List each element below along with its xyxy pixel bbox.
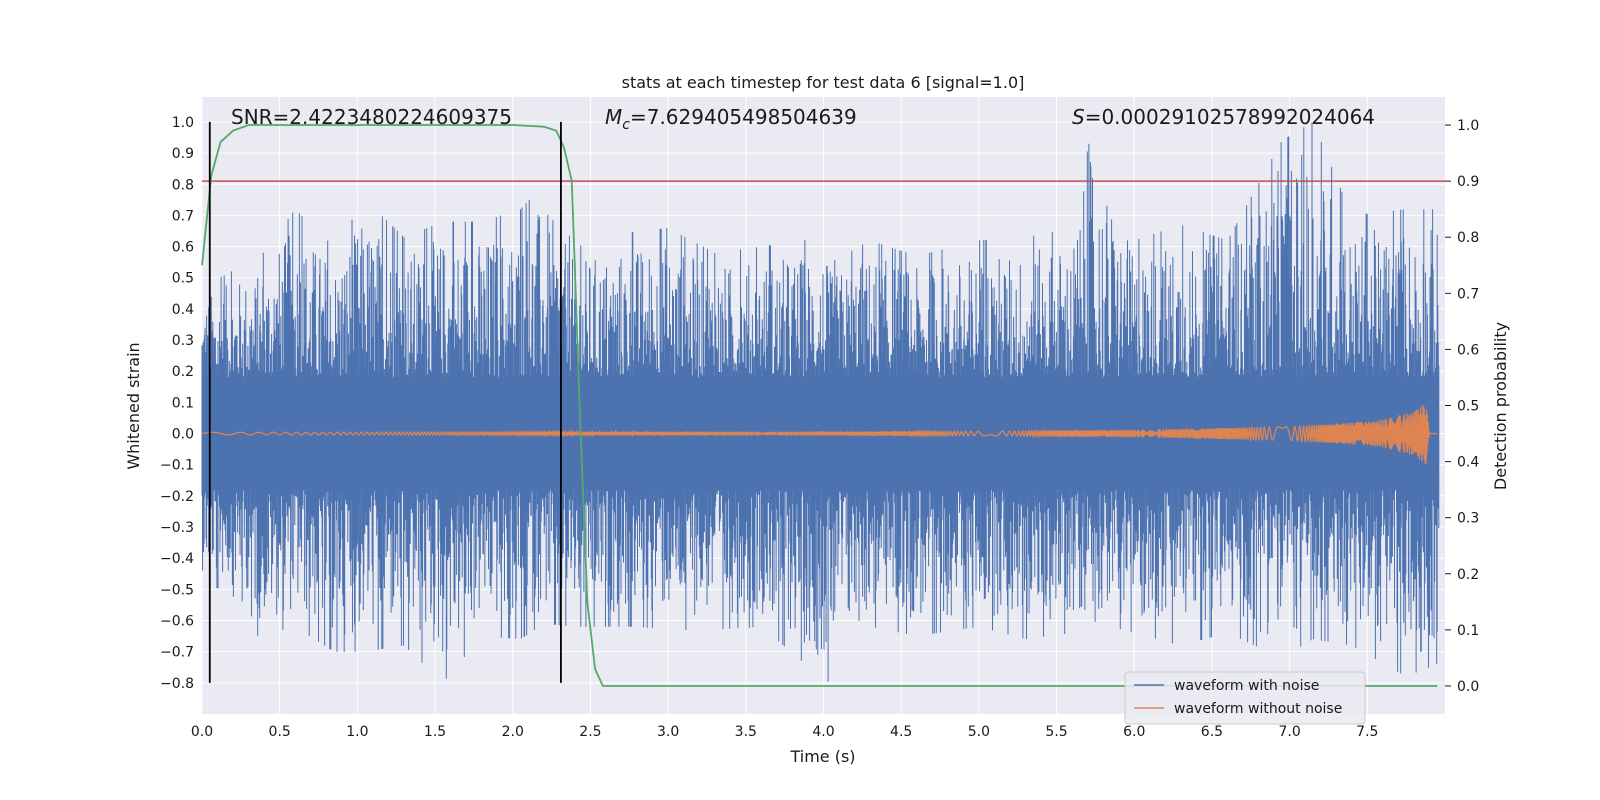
y-tick-label: 1.0	[172, 115, 194, 131]
x-tick-label: 7.0	[1278, 724, 1300, 740]
y-right-tick-label: 0.2	[1457, 567, 1479, 583]
legend-box	[1124, 671, 1366, 725]
chirp-mass-symbol: M	[605, 105, 622, 129]
legend-label-noise: waveform with noise	[1174, 678, 1319, 694]
y-right-tick-label: 0.0	[1457, 679, 1479, 695]
y-tick-label: 0.9	[172, 146, 194, 162]
y-tick-label: 0.7	[172, 208, 194, 224]
y-right-tick-label: 0.7	[1457, 286, 1479, 302]
x-tick-label: 3.5	[735, 724, 757, 740]
y-tick-label: 0.0	[172, 427, 194, 443]
y-tick-label: 0.4	[172, 302, 194, 318]
y-tick-label: 0.3	[172, 333, 194, 349]
y-right-axis-label: Detection probability	[1491, 322, 1510, 490]
y-tick-label: −0.5	[160, 582, 194, 598]
x-tick-label: 2.0	[502, 724, 524, 740]
x-tick-label: 0.5	[269, 724, 291, 740]
y-right-axis-ticks: 0.0 0.1 0.2 0.3 0.4 0.5 0.6 0.7 0.8 0.9 1.0	[1445, 118, 1479, 695]
y-tick-label: −0.1	[160, 458, 194, 474]
chirp-mass-value: =7.629405498504639	[630, 105, 857, 129]
x-tick-label: 6.0	[1123, 724, 1145, 740]
chirp-mass-subscript: c	[622, 117, 630, 133]
y-right-tick-label: 0.3	[1457, 511, 1479, 527]
y-right-tick-label: 0.6	[1457, 342, 1479, 358]
x-tick-label: 2.5	[579, 724, 601, 740]
x-tick-label: 4.0	[812, 724, 834, 740]
s-value: =0.00029102578992024064	[1085, 105, 1375, 129]
x-tick-label: 7.5	[1356, 724, 1378, 740]
y-tick-label: 0.5	[172, 271, 194, 287]
y-tick-label: −0.8	[160, 676, 194, 692]
x-tick-label: 5.0	[968, 724, 990, 740]
y-axis-label: Whitened strain	[124, 342, 143, 469]
x-tick-label: 0.0	[191, 724, 213, 740]
y-right-tick-label: 0.1	[1457, 623, 1479, 639]
y-axis-ticks: −0.8 −0.7 −0.6 −0.5 −0.4 −0.3 −0.2 −0.1 0.0 0.1 0.…	[160, 115, 194, 692]
x-tick-label: 1.0	[346, 724, 368, 740]
y-tick-label: −0.4	[160, 551, 194, 567]
vertical-markers	[208, 121, 562, 683]
y-right-tick-label: 0.5	[1457, 399, 1479, 415]
y-tick-label: 0.2	[172, 364, 194, 380]
y-tick-label: −0.2	[160, 489, 194, 505]
y-right-tick-label: 0.9	[1457, 174, 1479, 190]
y-right-tick-label: 0.8	[1457, 230, 1479, 246]
y-tick-label: −0.3	[160, 520, 194, 536]
series-detection-probability	[201, 124, 1438, 687]
probability-trace	[201, 124, 1438, 687]
y-tick-label: −0.6	[160, 614, 194, 630]
chart-title: stats at each timestep for test data 6 […	[622, 73, 1025, 92]
series-waveform-without-noise	[201, 405, 1438, 464]
x-axis-ticks: 0.0 0.5 1.0 1.5 2.0 2.5 3.0 3.5 4.0 4.5 5.0 5.5 6.0 6…	[191, 724, 1379, 740]
legend-label-clean: waveform without noise	[1174, 701, 1342, 717]
y-tick-label: −0.7	[160, 645, 194, 661]
y-tick-label: 0.6	[172, 240, 194, 256]
x-tick-label: 4.5	[890, 724, 912, 740]
chirp-mass-annotation: Mc=7.629405498504639	[605, 105, 857, 133]
y-tick-label: 0.1	[172, 395, 194, 411]
snr-annotation: SNR=2.4223480224609375	[231, 105, 512, 129]
x-tick-label: 5.5	[1045, 724, 1067, 740]
s-symbol: S	[1072, 105, 1085, 129]
s-annotation: S=0.00029102578992024064	[1072, 105, 1375, 129]
x-axis-label: Time (s)	[789, 747, 855, 766]
clean-trace	[201, 405, 1438, 464]
y-tick-label: 0.8	[172, 177, 194, 193]
y-right-tick-label: 0.4	[1457, 455, 1479, 471]
y-right-tick-label: 1.0	[1457, 118, 1479, 134]
x-tick-label: 6.5	[1201, 724, 1223, 740]
x-tick-label: 3.0	[657, 724, 679, 740]
legend: waveform with noise waveform without noi…	[1124, 671, 1366, 725]
x-tick-label: 1.5	[424, 724, 446, 740]
